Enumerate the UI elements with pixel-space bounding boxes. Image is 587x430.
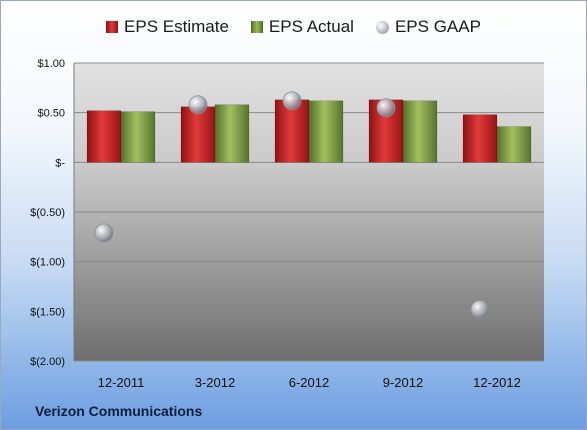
- y-tick-label: $(2.00): [30, 356, 65, 368]
- legend-label-eps-estimate: EPS Estimate: [124, 17, 229, 36]
- legend-label-eps-gaap: EPS GAAP: [394, 17, 481, 36]
- bar-eps-estimate: [462, 114, 498, 163]
- point-eps-gaap: [470, 299, 490, 319]
- company-name: Verizon Communications: [35, 403, 203, 419]
- point-eps-gaap: [188, 95, 208, 115]
- bar-eps-actual: [120, 111, 156, 163]
- y-tick-label: $-: [55, 157, 65, 169]
- x-tick-label: 3-2012: [195, 375, 235, 390]
- legend-item-eps-estimate: EPS Estimate: [106, 17, 229, 37]
- eps-gaap-swatch: [375, 20, 389, 34]
- legend-label-eps-actual: EPS Actual: [268, 17, 354, 36]
- point-eps-gaap: [94, 223, 114, 243]
- bar-eps-estimate: [274, 99, 310, 163]
- bar-eps-estimate: [86, 110, 122, 163]
- point-eps-gaap: [282, 91, 302, 111]
- eps-estimate-swatch: [106, 21, 119, 33]
- y-tick-label: $0.50: [37, 108, 65, 120]
- bar-eps-actual: [402, 100, 438, 163]
- y-tick-label: $1.00: [37, 58, 65, 70]
- y-tick-label: $(0.50): [30, 207, 65, 219]
- y-tick-label: $(1.50): [30, 306, 65, 318]
- bar-eps-actual: [308, 100, 344, 163]
- bar-eps-estimate: [180, 106, 216, 163]
- x-tick-label: 6-2012: [289, 375, 329, 390]
- legend: EPS Estimate EPS Actual EPS GAAP: [1, 17, 586, 37]
- bar-eps-actual: [496, 126, 532, 163]
- eps-actual-swatch: [250, 21, 263, 33]
- y-tick-label: $(1.00): [30, 257, 65, 269]
- legend-item-eps-actual: EPS Actual: [250, 17, 354, 37]
- x-tick-label: 12-2011: [98, 375, 145, 390]
- x-tick-label: 9-2012: [383, 375, 423, 390]
- x-tick-label: 12-2012: [473, 375, 521, 390]
- bar-eps-actual: [214, 104, 250, 163]
- legend-item-eps-gaap: EPS GAAP: [375, 17, 481, 37]
- point-eps-gaap: [376, 98, 396, 118]
